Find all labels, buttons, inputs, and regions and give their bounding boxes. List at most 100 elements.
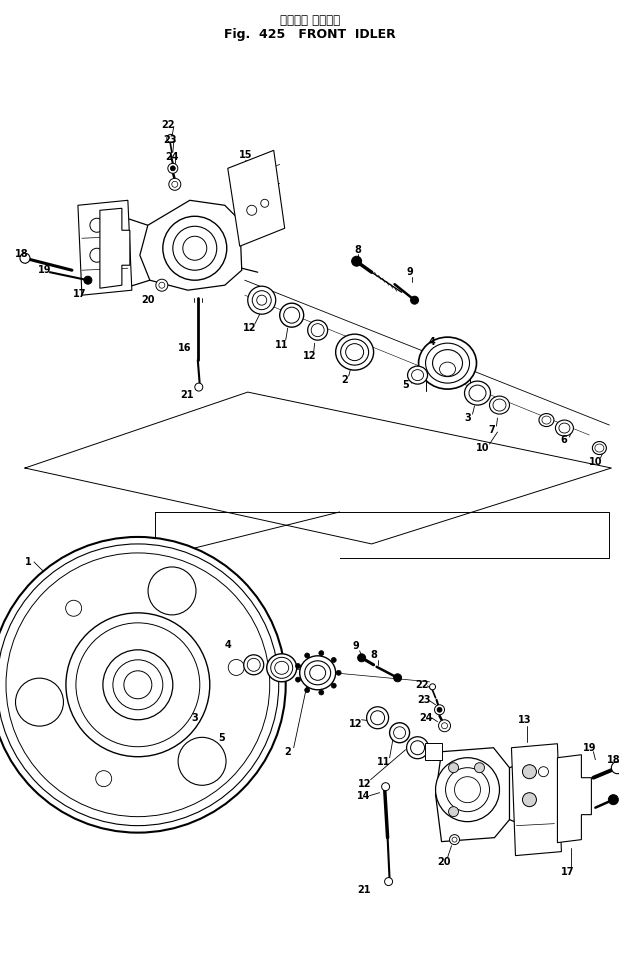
Ellipse shape: [340, 339, 369, 365]
Text: 22: 22: [415, 680, 428, 690]
Ellipse shape: [542, 416, 551, 424]
Circle shape: [163, 217, 227, 280]
Circle shape: [452, 837, 457, 842]
Polygon shape: [100, 208, 130, 289]
Text: 13: 13: [518, 714, 531, 725]
Text: 12: 12: [358, 779, 371, 788]
Ellipse shape: [267, 654, 297, 682]
Ellipse shape: [490, 396, 510, 414]
Circle shape: [331, 683, 336, 689]
Text: 3: 3: [464, 413, 471, 423]
Circle shape: [523, 793, 536, 807]
Circle shape: [296, 664, 301, 668]
Text: 5: 5: [218, 733, 225, 742]
Text: 24: 24: [418, 713, 432, 723]
Circle shape: [304, 653, 309, 658]
Circle shape: [430, 684, 435, 690]
Ellipse shape: [407, 737, 428, 759]
Ellipse shape: [425, 343, 469, 383]
Text: 9: 9: [406, 268, 413, 277]
Text: 4: 4: [224, 640, 231, 650]
Circle shape: [110, 218, 120, 227]
Text: 23: 23: [417, 694, 430, 705]
Circle shape: [178, 737, 226, 785]
Ellipse shape: [308, 320, 327, 340]
Circle shape: [66, 613, 210, 757]
Text: 15: 15: [239, 151, 252, 160]
Ellipse shape: [440, 363, 456, 376]
Circle shape: [437, 708, 442, 713]
Circle shape: [450, 834, 459, 845]
Polygon shape: [78, 200, 132, 295]
Circle shape: [435, 758, 500, 822]
Text: 10: 10: [476, 443, 489, 453]
Polygon shape: [425, 742, 441, 760]
Circle shape: [183, 236, 207, 260]
Ellipse shape: [275, 662, 289, 674]
Ellipse shape: [418, 338, 477, 389]
Text: 17: 17: [560, 867, 574, 877]
Circle shape: [441, 723, 448, 729]
Ellipse shape: [244, 655, 264, 675]
Circle shape: [159, 282, 165, 289]
Ellipse shape: [284, 307, 299, 323]
Circle shape: [168, 163, 178, 174]
Ellipse shape: [539, 413, 554, 427]
Ellipse shape: [299, 656, 335, 690]
Text: 12: 12: [349, 718, 362, 729]
Text: 8: 8: [370, 650, 377, 660]
Circle shape: [611, 761, 620, 774]
Text: 19: 19: [583, 742, 596, 753]
Circle shape: [156, 279, 168, 292]
Text: 5: 5: [402, 380, 409, 390]
Text: 7: 7: [488, 425, 495, 435]
Ellipse shape: [304, 661, 330, 685]
Circle shape: [438, 720, 451, 732]
Text: 20: 20: [436, 856, 450, 867]
Text: 17: 17: [73, 290, 87, 299]
Ellipse shape: [407, 366, 428, 385]
Circle shape: [296, 677, 301, 682]
Circle shape: [608, 795, 618, 805]
Text: 9: 9: [352, 641, 359, 651]
Circle shape: [170, 166, 175, 171]
Polygon shape: [512, 744, 562, 855]
Circle shape: [474, 762, 484, 773]
Ellipse shape: [469, 386, 486, 401]
Ellipse shape: [559, 423, 570, 433]
Circle shape: [172, 181, 178, 187]
Circle shape: [523, 764, 536, 779]
Circle shape: [261, 199, 268, 207]
Ellipse shape: [309, 666, 326, 680]
Circle shape: [394, 674, 402, 682]
Ellipse shape: [389, 723, 410, 742]
Text: 2: 2: [341, 375, 348, 386]
Ellipse shape: [335, 334, 374, 370]
Text: 12: 12: [243, 323, 257, 333]
Circle shape: [173, 226, 217, 270]
Circle shape: [358, 654, 366, 662]
Text: 3: 3: [192, 713, 198, 723]
Circle shape: [167, 134, 175, 142]
Ellipse shape: [366, 707, 389, 729]
Circle shape: [454, 777, 480, 803]
Circle shape: [90, 248, 104, 262]
Circle shape: [319, 690, 324, 695]
Circle shape: [538, 766, 549, 777]
Ellipse shape: [248, 286, 276, 315]
Circle shape: [410, 296, 418, 304]
Ellipse shape: [410, 740, 425, 755]
Circle shape: [435, 705, 445, 714]
Text: 1: 1: [25, 557, 32, 567]
Ellipse shape: [252, 291, 271, 310]
Ellipse shape: [595, 444, 604, 452]
Circle shape: [247, 205, 257, 215]
Text: 22: 22: [161, 121, 175, 130]
Text: フロント アイドラ: フロント アイドラ: [280, 14, 340, 28]
Ellipse shape: [433, 350, 463, 377]
Circle shape: [66, 600, 82, 617]
Circle shape: [352, 256, 361, 267]
Text: 8: 8: [354, 246, 361, 255]
Circle shape: [148, 567, 196, 615]
Circle shape: [448, 762, 459, 773]
